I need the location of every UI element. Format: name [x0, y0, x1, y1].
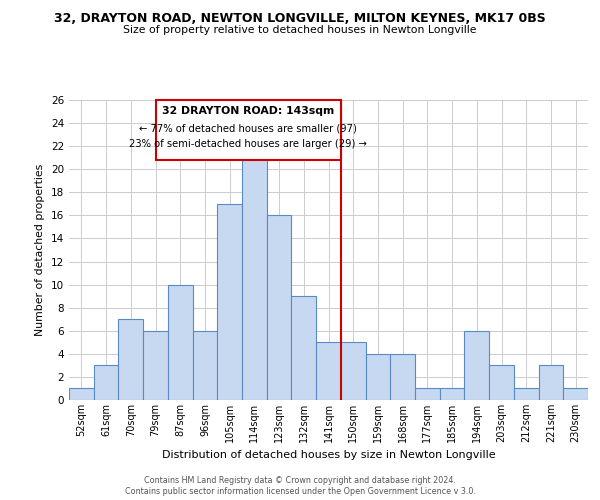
Bar — [440, 388, 464, 400]
Bar — [464, 331, 489, 400]
Text: Contains HM Land Registry data © Crown copyright and database right 2024.: Contains HM Land Registry data © Crown c… — [144, 476, 456, 485]
Bar — [217, 204, 242, 400]
Bar — [267, 216, 292, 400]
Bar — [365, 354, 390, 400]
Bar — [292, 296, 316, 400]
Bar — [415, 388, 440, 400]
Bar — [155, 100, 341, 160]
X-axis label: Distribution of detached houses by size in Newton Longville: Distribution of detached houses by size … — [161, 450, 496, 460]
Bar — [341, 342, 365, 400]
Text: 32, DRAYTON ROAD, NEWTON LONGVILLE, MILTON KEYNES, MK17 0BS: 32, DRAYTON ROAD, NEWTON LONGVILLE, MILT… — [54, 12, 546, 26]
Text: Contains public sector information licensed under the Open Government Licence v : Contains public sector information licen… — [125, 487, 475, 496]
Bar — [316, 342, 341, 400]
Text: 23% of semi-detached houses are larger (29) →: 23% of semi-detached houses are larger (… — [129, 139, 367, 149]
Bar — [118, 319, 143, 400]
Bar — [390, 354, 415, 400]
Bar — [168, 284, 193, 400]
Bar — [242, 158, 267, 400]
Y-axis label: Number of detached properties: Number of detached properties — [35, 164, 46, 336]
Bar — [539, 366, 563, 400]
Bar — [193, 331, 217, 400]
Bar — [69, 388, 94, 400]
Bar — [514, 388, 539, 400]
Text: Size of property relative to detached houses in Newton Longville: Size of property relative to detached ho… — [123, 25, 477, 35]
Text: ← 77% of detached houses are smaller (97): ← 77% of detached houses are smaller (97… — [139, 124, 357, 134]
Text: 32 DRAYTON ROAD: 143sqm: 32 DRAYTON ROAD: 143sqm — [162, 106, 334, 117]
Bar — [563, 388, 588, 400]
Bar — [489, 366, 514, 400]
Bar — [143, 331, 168, 400]
Bar — [94, 366, 118, 400]
